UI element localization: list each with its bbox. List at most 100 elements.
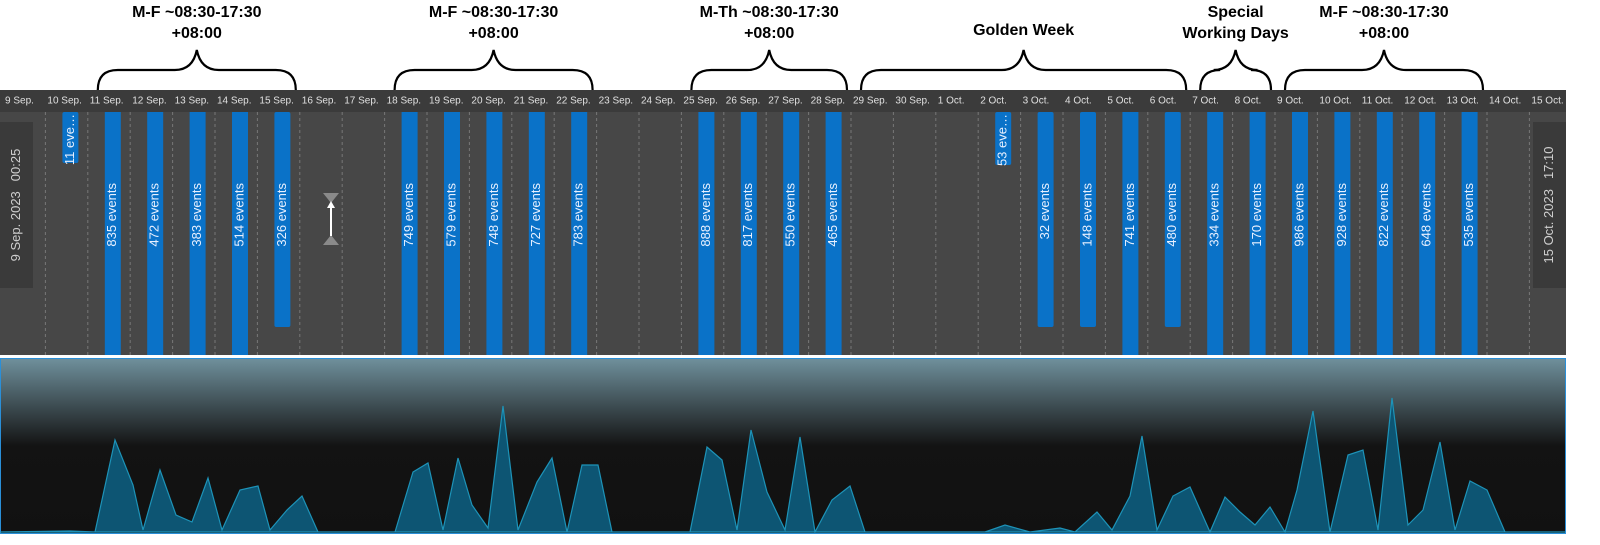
event-count: 170 events (1249, 183, 1264, 247)
event-count: 648 events (1419, 183, 1434, 247)
annotation-brace (859, 49, 1188, 91)
range-start-time: 00:25 (8, 149, 23, 182)
date-label: 13 Oct. (1447, 96, 1479, 107)
event-bar[interactable] (571, 112, 588, 355)
annotation-label: Special (1208, 4, 1264, 21)
event-count: 53 eve… (995, 114, 1010, 166)
event-bar[interactable] (1080, 112, 1096, 327)
event-bar[interactable] (1292, 112, 1308, 355)
date-label: 11 Sep. (90, 96, 124, 107)
event-count: 465 events (825, 183, 840, 247)
date-label: 4 Oct. (1065, 96, 1092, 107)
event-bar[interactable] (1037, 112, 1054, 327)
date-label: 28 Sep. (811, 96, 845, 107)
date-label: 14 Oct. (1489, 96, 1521, 107)
annotation-brace (1199, 49, 1273, 91)
date-label: 8 Oct. (1235, 96, 1262, 107)
annotation-label: M-F ~08:30-17:30 (429, 4, 558, 21)
event-bar[interactable] (444, 112, 460, 355)
date-label: 7 Oct. (1192, 96, 1219, 107)
event-count: 579 events (443, 183, 458, 247)
date-label: 1 Oct. (938, 96, 965, 107)
event-bar[interactable] (274, 112, 291, 327)
event-bar[interactable] (698, 112, 715, 355)
event-count: 835 events (104, 183, 119, 247)
annotation-label: +08:00 (1359, 25, 1409, 42)
event-bar[interactable] (232, 112, 248, 355)
event-count: 11 eve… (62, 114, 77, 165)
event-bar[interactable] (1334, 112, 1351, 355)
date-label: 13 Sep. (175, 96, 209, 107)
event-bar[interactable] (1207, 112, 1224, 355)
date-label: 15 Oct. (1531, 96, 1563, 107)
event-count: 928 events (1334, 183, 1349, 247)
annotation-brace (393, 49, 594, 91)
separator (0, 355, 1566, 358)
event-count: 748 events (486, 183, 501, 247)
event-count: 535 events (1461, 183, 1476, 247)
event-bar[interactable] (486, 112, 503, 355)
event-bar[interactable] (401, 112, 418, 355)
date-label: 17 Sep. (344, 96, 378, 107)
event-count: 727 events (528, 183, 543, 247)
event-bar[interactable] (1249, 112, 1266, 355)
event-bar[interactable] (62, 112, 79, 163)
date-label: 19 Sep. (429, 96, 463, 107)
event-bar[interactable] (1419, 112, 1436, 355)
event-count: 326 events (274, 183, 289, 247)
date-label: 9 Sep. (5, 96, 34, 107)
annotation-brace (1283, 49, 1485, 91)
event-count: 334 events (1207, 183, 1222, 247)
event-bar[interactable] (1164, 112, 1181, 327)
date-label: 16 Sep. (302, 96, 336, 107)
date-label: 3 Oct. (1023, 96, 1050, 107)
event-count: 550 events (783, 183, 798, 247)
date-label: 27 Sep. (768, 96, 802, 107)
event-bar[interactable] (1376, 112, 1393, 355)
event-bar[interactable] (1461, 112, 1478, 355)
annotation-brace (96, 49, 297, 91)
date-label: 5 Oct. (1107, 96, 1134, 107)
date-label: 30 Sep. (895, 96, 929, 107)
event-count: 986 events (1291, 183, 1306, 247)
date-label: 20 Sep. (471, 96, 505, 107)
date-label: 22 Sep. (556, 96, 590, 107)
event-count: 480 events (1164, 183, 1179, 247)
date-label: 26 Sep. (726, 96, 760, 107)
date-label: 12 Sep. (132, 96, 166, 107)
date-label: 21 Sep. (514, 96, 548, 107)
zoom-handle[interactable] (323, 193, 339, 245)
event-bar[interactable] (189, 112, 206, 355)
event-bar[interactable] (147, 112, 164, 355)
event-bar[interactable] (825, 112, 842, 355)
range-end-date: 15 Oct. 2023 (1541, 189, 1556, 263)
event-count: 514 events (231, 183, 246, 247)
date-label: 15 Sep. (259, 96, 293, 107)
date-label: 2 Oct. (980, 96, 1007, 107)
date-label: 10 Sep. (47, 96, 81, 107)
range-start-box (0, 122, 33, 288)
event-bar[interactable] (528, 112, 545, 355)
date-label: 25 Sep. (683, 96, 717, 107)
range-end-label: 15 Oct. 2023 17:10 (1541, 147, 1556, 264)
date-label: 10 Oct. (1319, 96, 1351, 107)
event-bar[interactable] (995, 112, 1012, 165)
event-count: 383 events (189, 183, 204, 247)
date-label: 11 Oct. (1362, 96, 1394, 107)
event-bar[interactable] (104, 112, 121, 355)
date-label: 24 Sep. (641, 96, 675, 107)
event-bar[interactable] (740, 112, 757, 355)
annotation-label: M-Th ~08:30-17:30 (700, 4, 839, 21)
date-strip (0, 90, 1566, 112)
date-label: 23 Sep. (599, 96, 633, 107)
date-label: 18 Sep. (387, 96, 421, 107)
event-count: 783 events (571, 183, 586, 247)
event-bar[interactable] (1122, 112, 1139, 355)
annotation-label: M-F ~08:30-17:30 (132, 4, 261, 21)
date-label: 14 Sep. (217, 96, 251, 107)
date-label: 9 Oct. (1277, 96, 1304, 107)
event-bar[interactable] (783, 112, 800, 355)
event-count: 741 events (1122, 183, 1137, 247)
range-start-label: 9 Sep. 2023 00:25 (8, 149, 23, 262)
